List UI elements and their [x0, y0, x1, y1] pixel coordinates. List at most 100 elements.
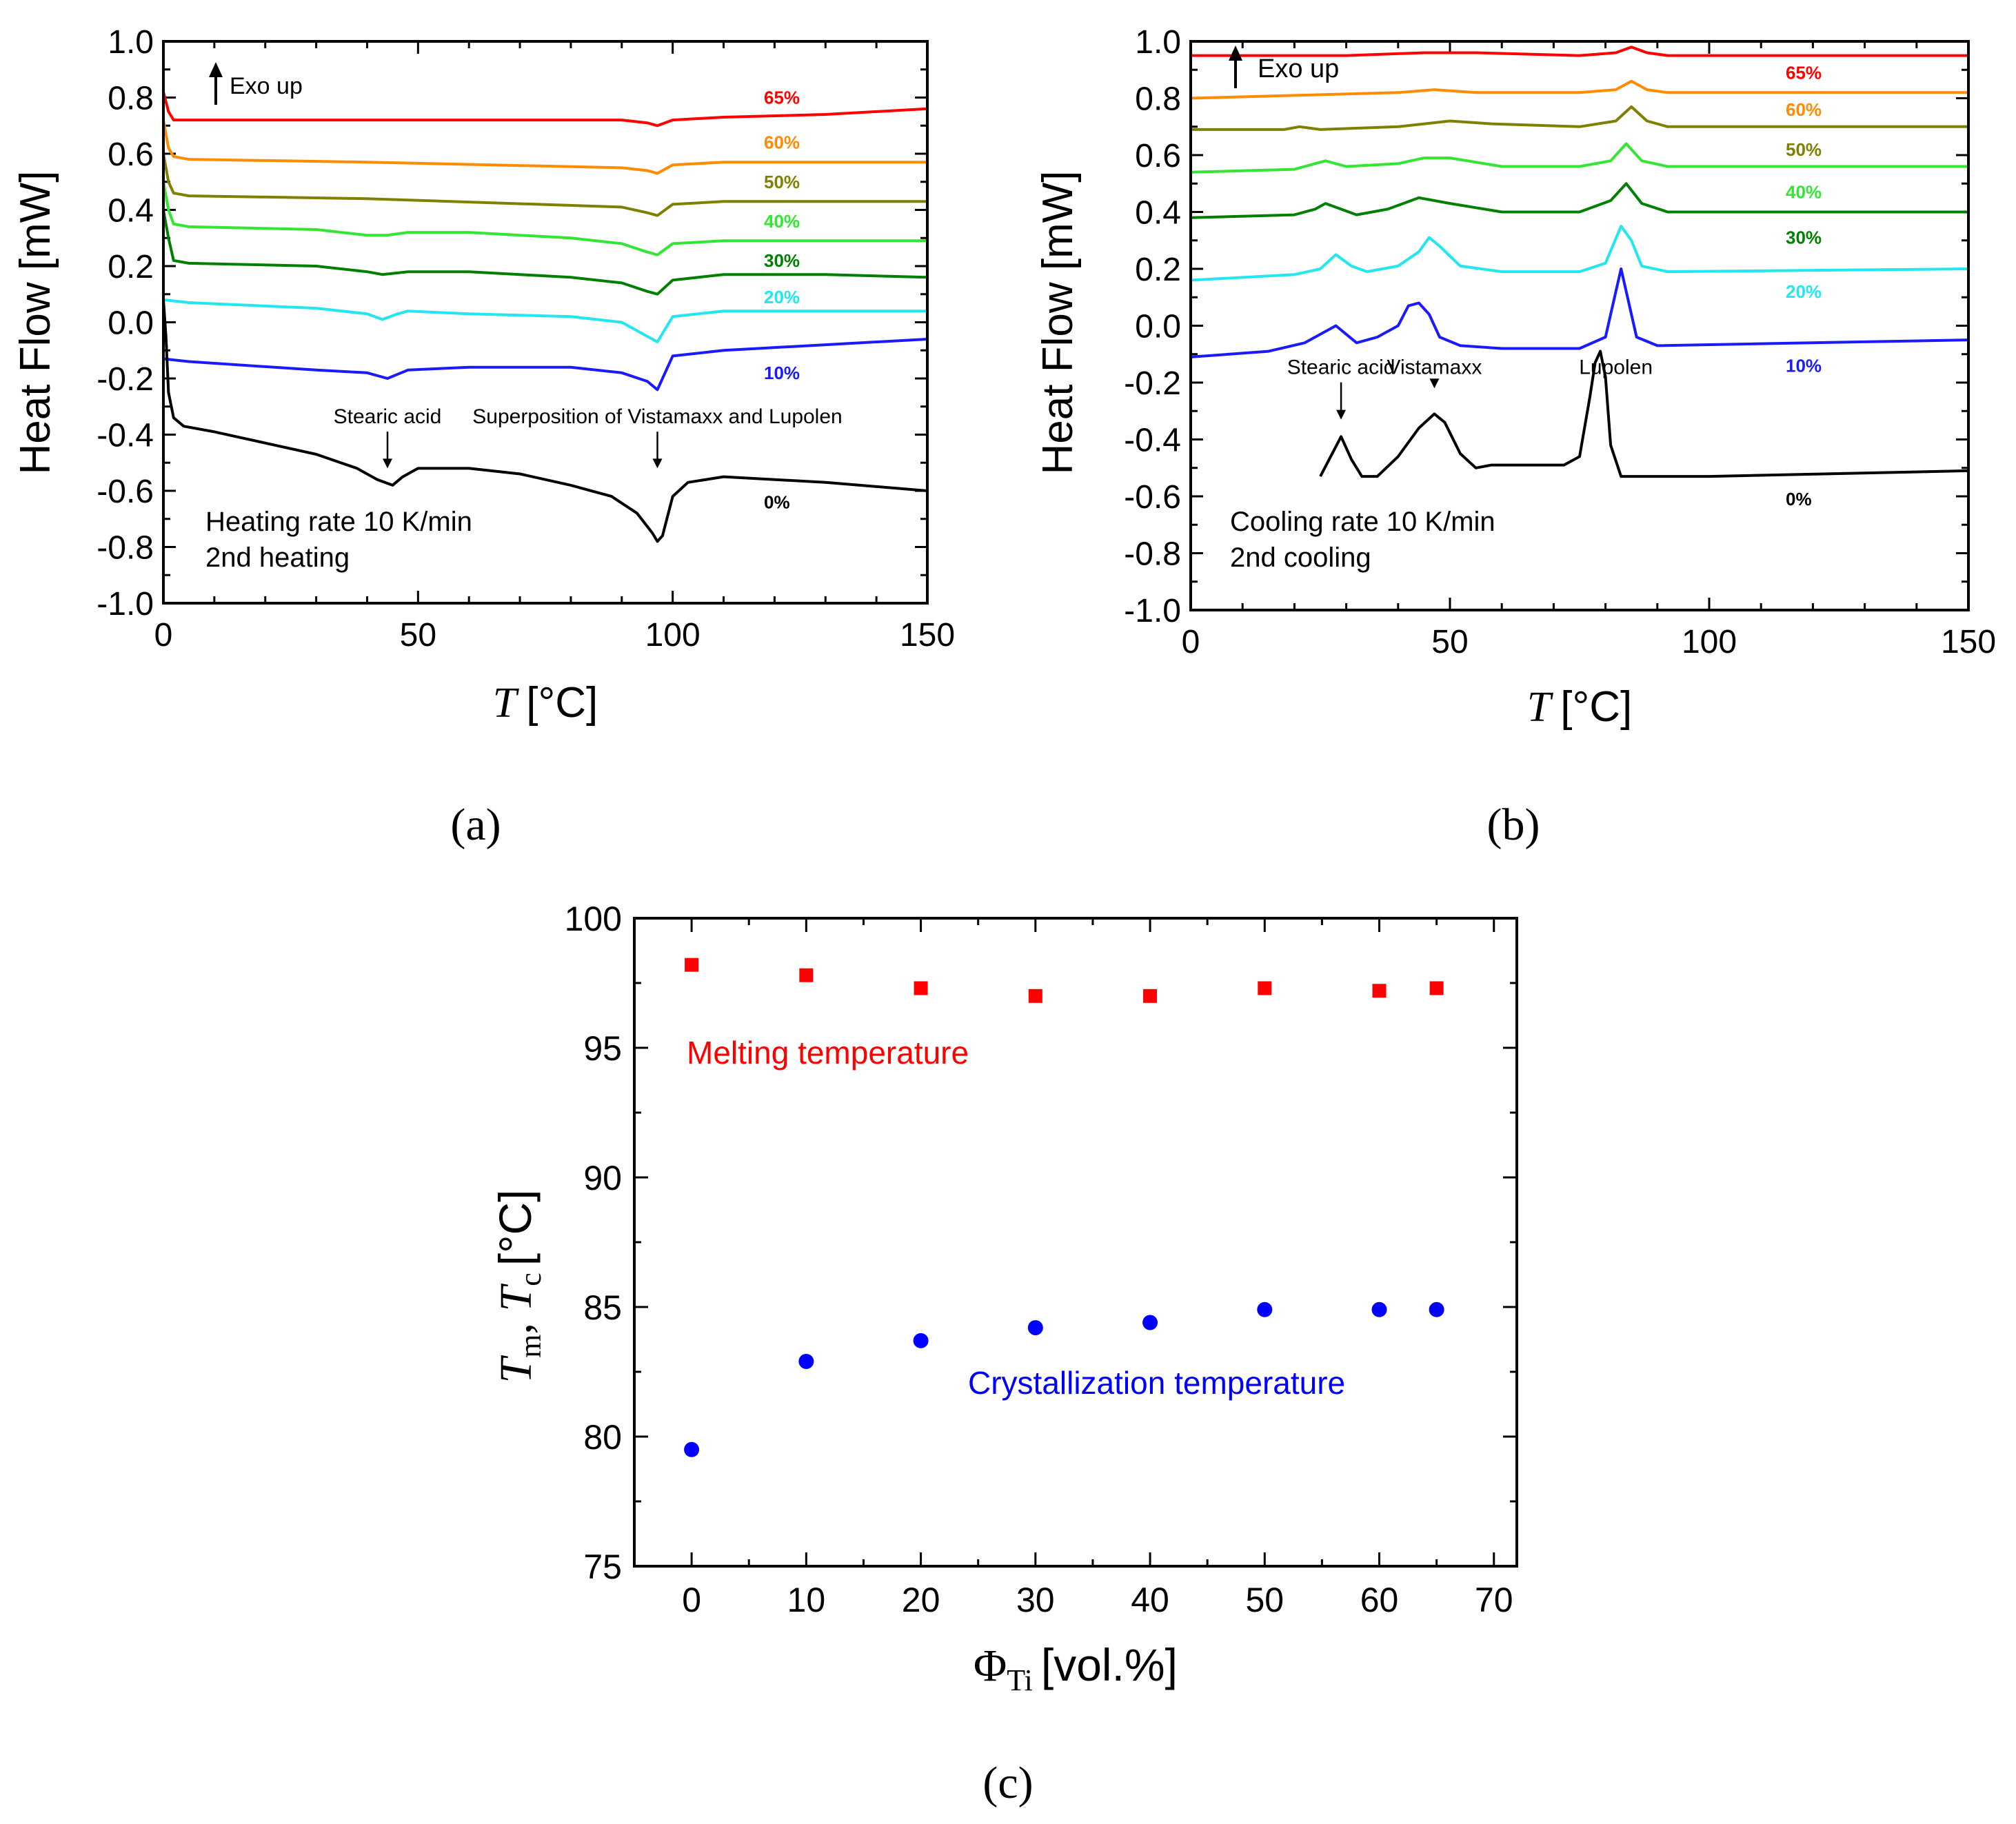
- panel-c-xticks: 0 10 20 30 40 50 60 70: [633, 918, 1513, 1619]
- xtick-label: 150: [900, 617, 955, 653]
- panel-c-xlabel-unit: [vol.%]: [1041, 1639, 1178, 1690]
- panel-b-exo-indicator: Exo up: [1229, 45, 1339, 88]
- ytick-label: -0.2: [97, 361, 154, 398]
- xtick-label: 60: [1360, 1581, 1399, 1619]
- panel-a-series: [162, 91, 928, 543]
- panel-a: Heat Flow [mW] -1.0 -0.8 -0.6 -0.4 -0.2 0.0 0.…: [12, 24, 955, 850]
- series-line-10pct: [163, 338, 928, 392]
- series-line-65pct: [162, 91, 928, 128]
- series-label-0pct: 0%: [764, 492, 790, 512]
- crystallization-point: [1027, 1320, 1043, 1336]
- crystallization-point: [1257, 1301, 1273, 1317]
- melting-series-label: Melting temperature: [687, 1035, 969, 1071]
- annotation-label: Stearic acid: [1287, 356, 1395, 379]
- ytick-label: -1.0: [1124, 593, 1181, 629]
- series-line-40pct: [162, 181, 927, 256]
- melting-point: [1143, 989, 1158, 1003]
- panel-b-xlabel-unit: [°C]: [1560, 683, 1632, 731]
- panel-b-series-labels: 65% 60% 50% 40% 30% 20% 10% 0%: [1786, 62, 1822, 509]
- melting-point: [1028, 989, 1042, 1003]
- series-label-60pct: 60%: [1786, 99, 1822, 120]
- panel-c-caption: (c): [982, 1758, 1033, 1808]
- ytick-label: 0.0: [108, 305, 154, 342]
- melting-point: [799, 968, 814, 982]
- annotation-label: Vistamaxx: [1387, 356, 1482, 379]
- ytick-label: -0.4: [1124, 423, 1181, 459]
- panel-a-yticks: -1.0 -0.8 -0.6 -0.4 -0.2 0.0 0.2 0.4 0.6 0.8 1.0: [97, 24, 927, 622]
- panel-a-caption: (a): [450, 800, 501, 850]
- panel-c-xlabel: ΦTi [vol.%]: [974, 1639, 1178, 1697]
- series-line-0pct: [1319, 349, 1969, 478]
- series-label-20pct: 20%: [1786, 281, 1822, 302]
- melting-point: [914, 981, 928, 995]
- panel-b: Heat Flow [mW] -1.0 -0.8 -0.6 -0.4 -0.2 0.0 0.…: [1034, 24, 1996, 850]
- panel-a-series-labels: 65% 60% 50% 40% 30% 20% 10% 0%: [764, 88, 800, 513]
- panel-a-exo-label: Exo up: [230, 73, 303, 99]
- panel-a-xlabel: T [°C]: [493, 679, 598, 727]
- ytick-label: 90: [583, 1159, 622, 1197]
- panel-c-plot-frame: [633, 917, 1518, 1568]
- series-line-30pct: [1190, 182, 1968, 219]
- crystallization-point: [1429, 1301, 1444, 1317]
- panel-b-series: [1190, 45, 1969, 478]
- ytick-label: 100: [565, 900, 622, 938]
- ytick-label: -0.8: [97, 530, 154, 567]
- panel-b-plot-frame: [1189, 40, 1970, 611]
- panel-b-xlabel-symbol: T: [1527, 684, 1554, 731]
- panel-b-condition-line1: Cooling rate 10 K/min: [1230, 507, 1495, 537]
- melting-point: [685, 957, 699, 972]
- crystallization-point: [913, 1332, 929, 1348]
- series-label-40pct: 40%: [1786, 182, 1822, 203]
- panel-b-ylabel: Heat Flow [mW]: [1034, 171, 1082, 475]
- series-label-0pct: 0%: [1786, 489, 1812, 509]
- ytick-label: -0.6: [1124, 479, 1181, 516]
- crystallization-point: [1371, 1301, 1387, 1317]
- annotation-label: Superposition of Vistamaxx and Lupolen: [472, 405, 842, 428]
- annotation-label: Lupolen: [1579, 356, 1653, 379]
- xtick-label: 50: [1431, 624, 1468, 660]
- crystallization-point: [798, 1353, 814, 1369]
- series-label-30pct: 30%: [764, 250, 800, 271]
- series-line-40pct: [1190, 142, 1968, 174]
- panel-b-caption: (b): [1487, 800, 1540, 850]
- ytick-label: 0.2: [108, 249, 154, 285]
- series-label-65pct: 65%: [764, 88, 800, 108]
- annotation-arrowhead: [383, 458, 393, 469]
- ytick-label: 0.2: [1135, 252, 1181, 288]
- ytick-label: 0.8: [1135, 81, 1181, 118]
- panel-a-xlabel-unit: [°C]: [526, 679, 598, 727]
- panel-a-condition-line2: 2nd heating: [205, 543, 350, 573]
- crystallization-point: [684, 1441, 700, 1457]
- series-label-65pct: 65%: [1786, 62, 1822, 83]
- panel-a-exo-indicator: Exo up: [209, 62, 303, 105]
- ytick-label: 1.0: [108, 24, 154, 61]
- ytick-label: -0.4: [97, 418, 154, 454]
- melting-point: [1258, 981, 1272, 995]
- series-line-10pct: [1190, 267, 1969, 358]
- panel-c-xlabel-sub: Ti: [1007, 1663, 1033, 1697]
- annotation-label: Stearic acid: [334, 405, 442, 428]
- series-label-40pct: 40%: [764, 211, 800, 232]
- ytick-label: -0.8: [1124, 536, 1181, 573]
- panel-a-ylabel: Heat Flow [mW]: [12, 171, 59, 475]
- series-line-65pct: [1191, 45, 1968, 57]
- panel-b-exo-label: Exo up: [1258, 54, 1339, 83]
- xtick-label: 50: [400, 617, 436, 653]
- xtick-label: 100: [1682, 624, 1737, 660]
- series-label-60pct: 60%: [764, 132, 800, 153]
- xtick-label: 0: [154, 617, 173, 653]
- series-label-50pct: 50%: [764, 172, 800, 192]
- series-line-50pct: [162, 153, 927, 217]
- ytick-label: 0.4: [108, 193, 154, 230]
- annotation-arrowhead: [1336, 409, 1347, 420]
- ytick-label: 0.8: [108, 81, 154, 117]
- series-label-20pct: 20%: [764, 287, 800, 307]
- xtick-label: 70: [1475, 1581, 1513, 1619]
- melting-point: [1372, 984, 1387, 998]
- xtick-label: 30: [1016, 1581, 1055, 1619]
- xtick-label: 20: [902, 1581, 940, 1619]
- xtick-label: 50: [1245, 1581, 1284, 1619]
- panel-c-points: [684, 957, 1444, 1457]
